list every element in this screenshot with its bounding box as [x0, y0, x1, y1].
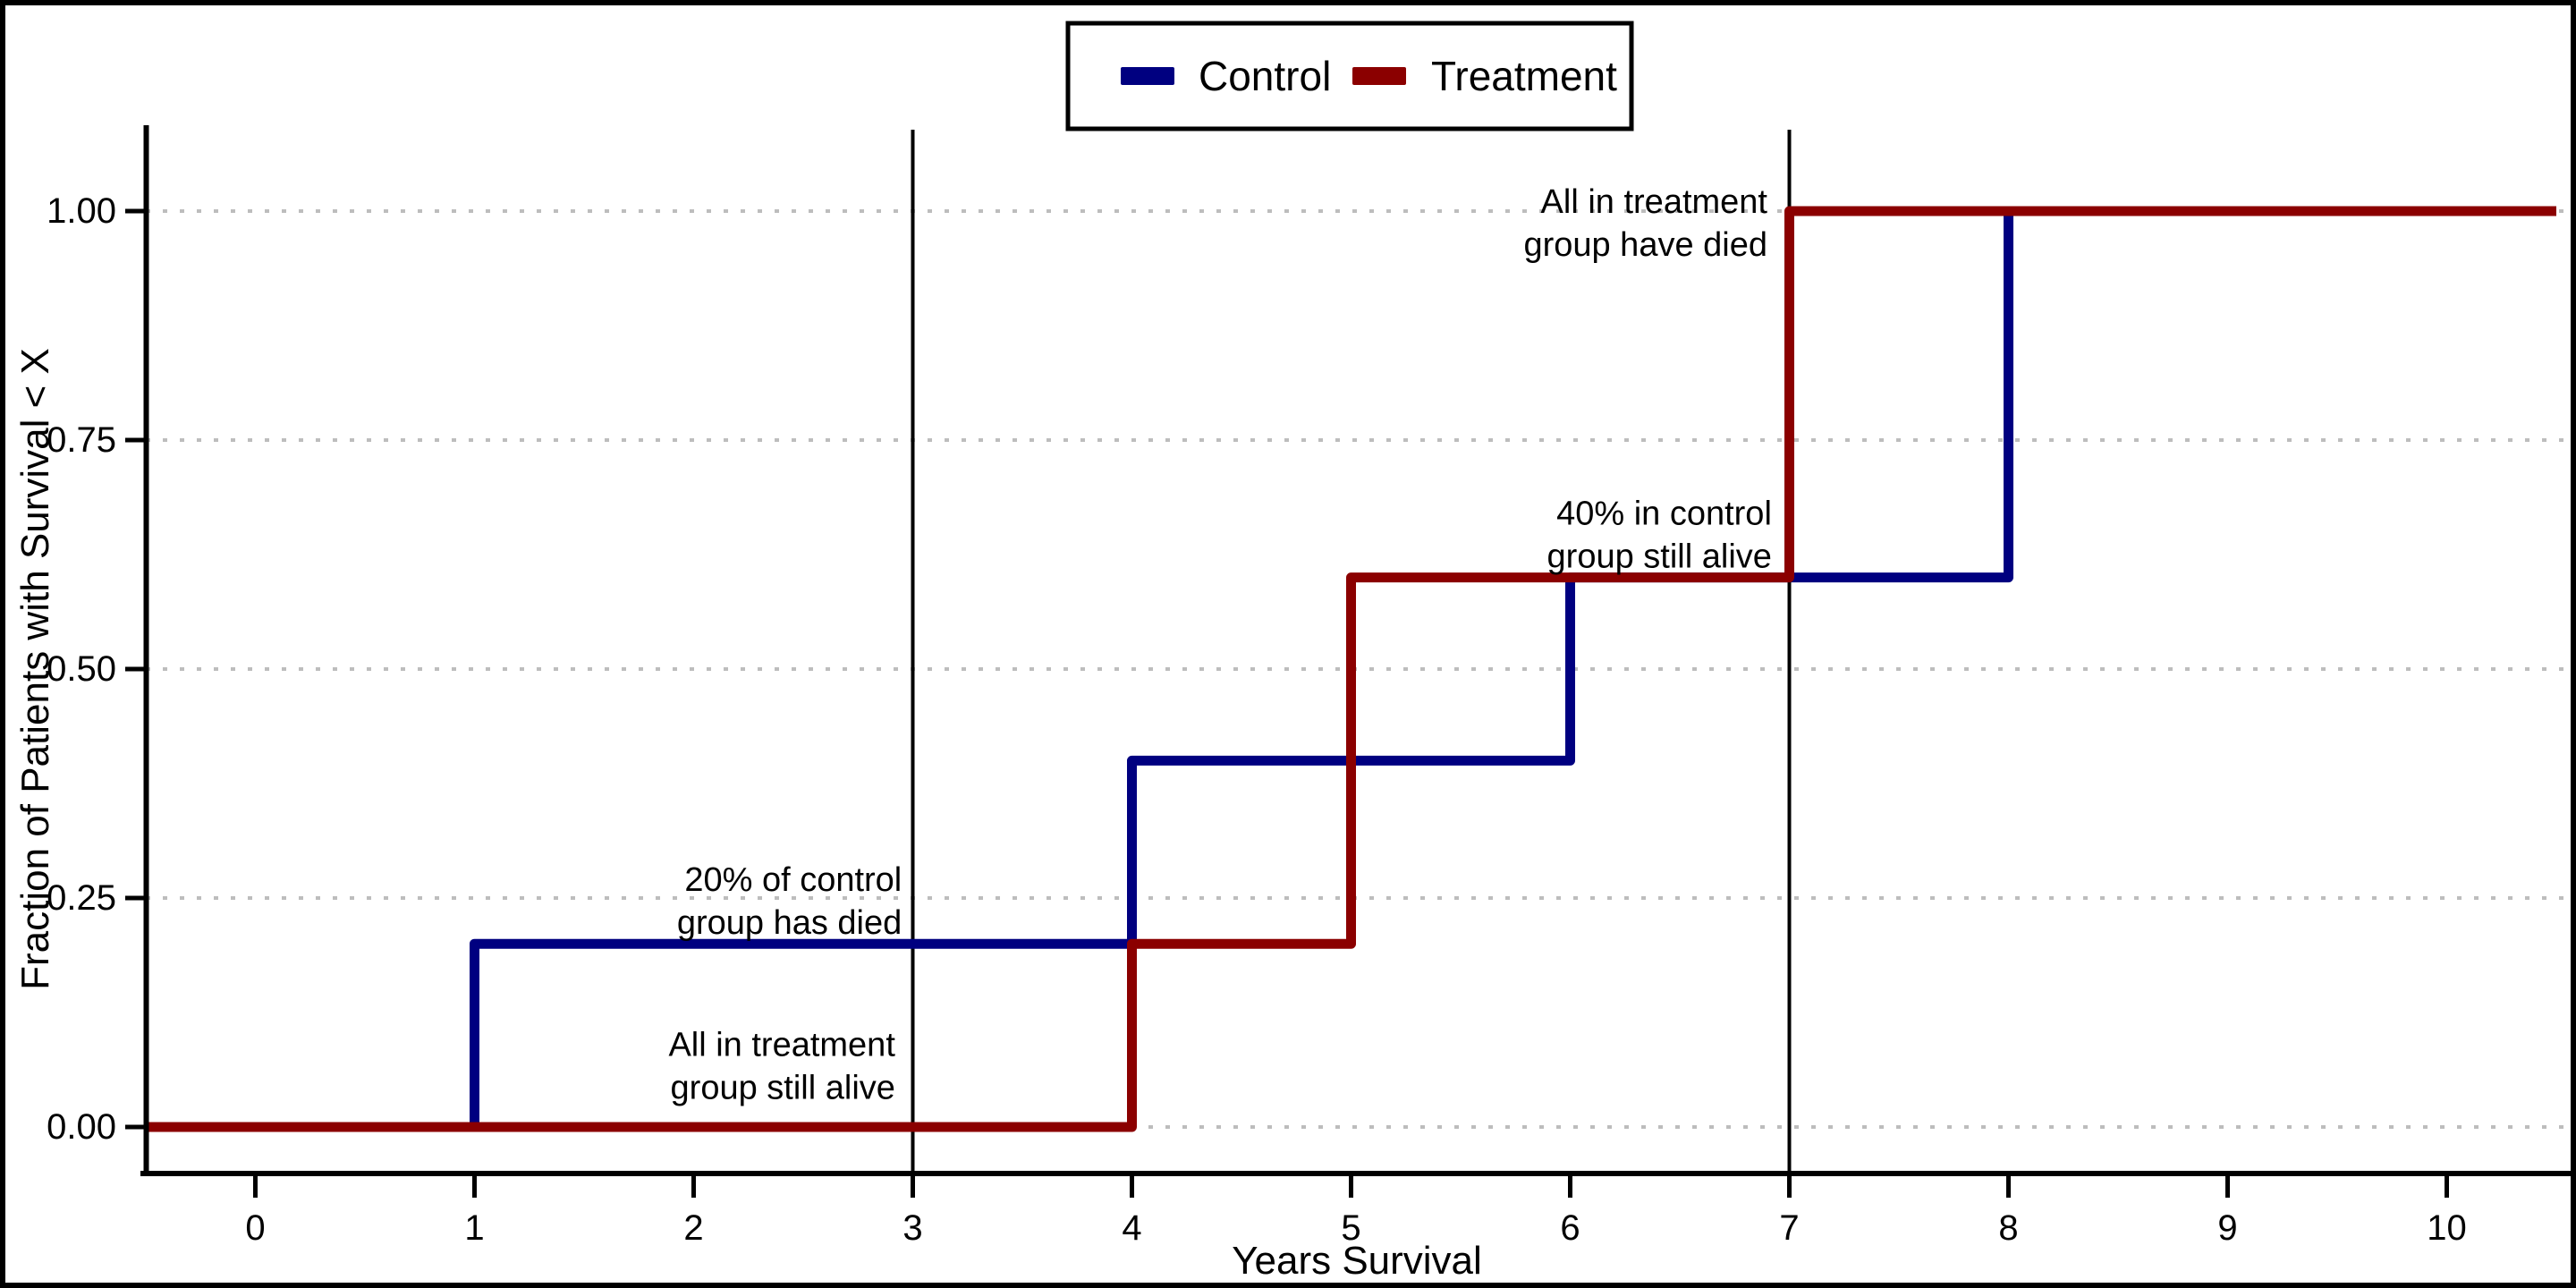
x-axis-tick-label-1: 1: [464, 1208, 484, 1248]
annotation-2-line-1: group have died: [1523, 226, 1767, 264]
x-axis-tick-label-9: 9: [2217, 1208, 2237, 1248]
gridlines-layer: [146, 209, 2571, 1129]
annotation-3-line-0: 40% in control: [1556, 495, 1772, 532]
y-axis-tick-label-0.5: 0.50: [47, 649, 116, 689]
legend-swatch-treatment: [1352, 67, 1406, 85]
annotation-3-line-1: group still alive: [1547, 538, 1772, 575]
annotation-0-line-1: group has died: [677, 904, 902, 942]
legend: Control Treatment: [1065, 21, 1634, 131]
annotation-1-line-0: All in treatment: [668, 1026, 895, 1063]
annotation-2-line-0: All in treatment: [1541, 183, 1768, 221]
series-layer: [146, 206, 2556, 1132]
y-axis-tick-label-1: 1.00: [47, 191, 116, 231]
annotations-layer: 20% of control group has died All in treat…: [668, 183, 1771, 1106]
x-axis-tick-label-4: 4: [1122, 1208, 1141, 1248]
y-axis-tick-label-0.25: 0.25: [47, 878, 116, 918]
ticks-layer: 0 1 2 3 4 5 6 7 8 9 10 0.00 0.25 0.50 0.75 1.00: [47, 191, 2467, 1248]
legend-label-control: Control: [1199, 53, 1331, 99]
x-axis-tick-label-3: 3: [902, 1208, 922, 1248]
x-axis-tick-label-0: 0: [245, 1208, 265, 1248]
annotation-1-line-1: group still alive: [671, 1069, 895, 1106]
x-axis-tick-label-10: 10: [2427, 1208, 2467, 1248]
legend-label-treatment: Treatment: [1431, 53, 1617, 99]
x-axis-tick-label-8: 8: [1998, 1208, 2018, 1248]
legend-swatch-control: [1121, 67, 1174, 85]
series-path-treatment: [146, 206, 2556, 1132]
x-axis-title: Years Survival: [1232, 1239, 1482, 1283]
x-axis-tick-label-6: 6: [1560, 1208, 1580, 1248]
y-axis-title: Fraction of Patients with Survival < X: [13, 348, 57, 990]
x-axis-tick-label-7: 7: [1779, 1208, 1799, 1248]
axes-layer: [140, 125, 2571, 1176]
y-axis-tick-label-0: 0.00: [47, 1107, 116, 1147]
annotation-0-line-0: 20% of control: [684, 861, 902, 899]
y-axis-tick-label-0.75: 0.75: [47, 420, 116, 460]
x-axis-tick-label-5: 5: [1341, 1208, 1360, 1248]
x-axis-tick-label-2: 2: [683, 1208, 703, 1248]
